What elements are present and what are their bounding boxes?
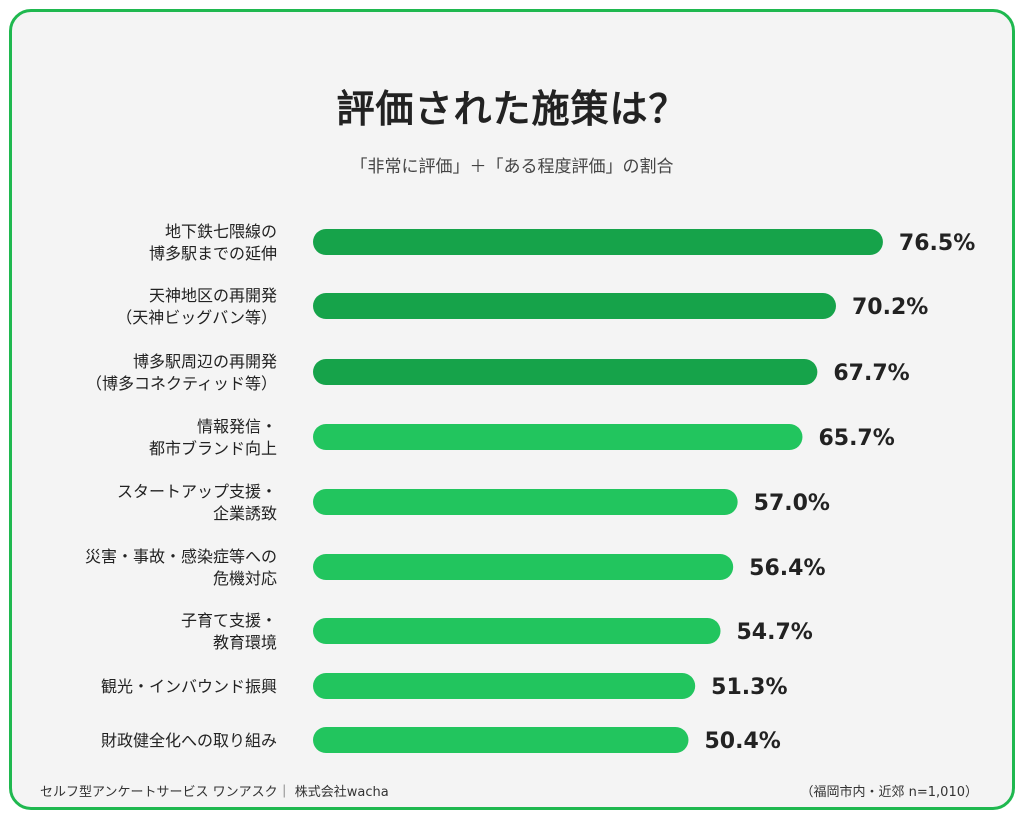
value-label-0: 76.5% <box>899 231 975 256</box>
bar-8 <box>313 727 689 753</box>
bar-5 <box>313 554 734 580</box>
value-label-1: 70.2% <box>852 295 928 320</box>
value-label-7: 51.3% <box>711 675 787 700</box>
value-label-5: 56.4% <box>749 556 825 581</box>
category-label-6-line-0: 子育て支援・ <box>181 611 277 630</box>
category-label-0-line-0: 地下鉄七隈線の <box>165 222 277 241</box>
category-label-3-line-1: 都市ブランド向上 <box>149 439 277 458</box>
value-label-6: 54.7% <box>737 620 813 645</box>
category-label-5-line-1: 危機対応 <box>213 569 277 588</box>
source-credit: セルフ型アンケートサービス ワンアスク｜ 株式会社wacha <box>40 785 389 800</box>
category-label-4-line-1: 企業誘致 <box>213 504 277 523</box>
bar-4 <box>313 489 738 515</box>
category-label-2-line-1: （博多コネクティッド等） <box>86 374 277 393</box>
bar-2 <box>313 359 818 385</box>
value-label-2: 67.7% <box>833 361 909 386</box>
sample-note: （福岡市内・近郊 n=1,010） <box>800 785 978 800</box>
value-label-3: 65.7% <box>818 426 894 451</box>
category-label-6-line-1: 教育環境 <box>213 633 277 652</box>
category-label-1-line-0: 天神地区の再開発 <box>149 286 277 305</box>
category-label-2-line-0: 博多駅周辺の再開発 <box>133 352 277 371</box>
bar-1 <box>313 293 836 319</box>
category-label-8-line-0: 財政健全化への取り組み <box>101 731 277 750</box>
bar-6 <box>313 618 721 644</box>
chart-title: 評価された施策は？ <box>336 87 688 131</box>
chart-subtitle: 「非常に評価」＋「ある程度評価」の割合 <box>350 157 674 177</box>
category-label-0-line-1: 博多駅までの延伸 <box>149 244 277 263</box>
category-label-7-line-0: 観光・インバウンド振興 <box>101 677 277 696</box>
bar-7 <box>313 673 696 699</box>
value-label-4: 57.0% <box>754 491 830 516</box>
category-label-4-line-0: スタートアップ支援・ <box>117 482 277 501</box>
value-label-8: 50.4% <box>704 729 780 754</box>
category-label-1-line-1: （天神ビッグバン等） <box>116 308 277 327</box>
bar-0 <box>313 229 883 255</box>
category-label-3-line-0: 情報発信・ <box>197 417 277 436</box>
category-label-5-line-0: 災害・事故・感染症等への <box>85 547 277 566</box>
bar-3 <box>313 424 803 450</box>
